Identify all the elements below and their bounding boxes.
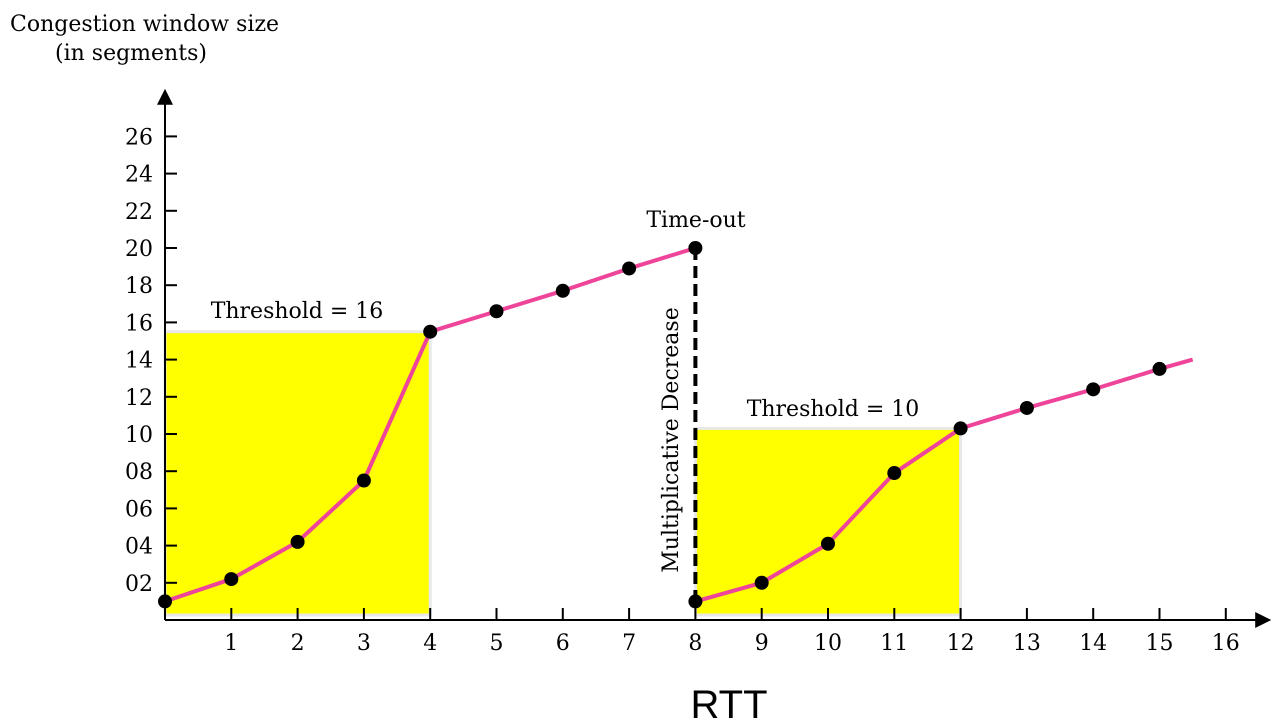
data-points — [158, 241, 1167, 609]
data-point — [688, 241, 703, 255]
data-point — [158, 594, 172, 609]
y-tick-label: 06 — [125, 497, 153, 522]
x-tick-label: 10 — [814, 631, 842, 656]
data-point — [555, 283, 570, 298]
data-point — [290, 534, 305, 549]
x-tick-label: 5 — [490, 631, 504, 656]
timeout-label: Time-out — [646, 208, 745, 233]
x-tick-label: 4 — [423, 631, 437, 656]
threshold-region-0 — [163, 330, 432, 617]
data-point — [622, 261, 637, 276]
data-point — [423, 324, 438, 339]
y-tick-label: 14 — [125, 349, 153, 374]
data-point — [688, 594, 703, 609]
x-tick-label: 13 — [1013, 631, 1041, 656]
x-ticks: 1 2 3 4 5 6 7 8 9 10 11 12 13 14 15 16 — [224, 608, 1240, 656]
threshold-label-10: Threshold = 10 — [747, 397, 920, 422]
x-tick-label: 3 — [357, 631, 371, 656]
x-tick-label: 7 — [622, 631, 636, 656]
y-tick-label: 26 — [125, 125, 153, 150]
threshold-regions — [163, 330, 963, 617]
multiplicative-decrease-label: Multiplicative Decrease — [659, 307, 684, 572]
data-point — [953, 421, 968, 436]
data-point — [489, 304, 504, 319]
y-tick-label: 02 — [125, 572, 153, 597]
data-point — [754, 575, 769, 590]
x-tick-label: 8 — [688, 631, 702, 656]
x-tick-label: 9 — [755, 631, 769, 656]
data-point — [356, 473, 371, 488]
data-point — [224, 572, 239, 587]
x-axis-label: RTT — [690, 683, 767, 724]
y-tick-label: 18 — [125, 274, 153, 299]
x-tick-label: 11 — [880, 631, 908, 656]
y-tick-label: 22 — [125, 200, 153, 225]
y-tick-label: 10 — [125, 423, 153, 448]
y-tick-label: 24 — [125, 163, 153, 188]
data-point — [821, 536, 835, 551]
data-point — [1019, 400, 1034, 415]
x-tick-label: 16 — [1212, 631, 1240, 656]
y-tick-label: 04 — [125, 535, 153, 560]
y-tick-label: 20 — [125, 237, 153, 262]
y-axis-label-line2: (in segments) — [55, 41, 207, 66]
data-point — [887, 466, 902, 481]
y-tick-label: 08 — [125, 460, 153, 485]
x-tick-label: 6 — [556, 631, 570, 656]
y-axis-title: Congestion window size (in segments) — [10, 12, 279, 66]
y-axis-label-line1: Congestion window size — [10, 12, 279, 37]
x-tick-label: 15 — [1146, 631, 1174, 656]
x-tick-label: 1 — [224, 631, 238, 656]
x-tick-label: 12 — [947, 631, 975, 656]
y-tick-label: 12 — [125, 386, 153, 411]
threshold-label-16: Threshold = 16 — [211, 299, 384, 324]
data-point — [1086, 382, 1101, 397]
y-ticks: 02 04 06 08 10 12 14 16 18 20 22 24 26 — [125, 125, 177, 597]
x-tick-label: 14 — [1079, 631, 1107, 656]
x-tick-label: 2 — [291, 631, 305, 656]
axes — [157, 88, 1272, 628]
y-tick-label: 16 — [125, 311, 153, 336]
data-point — [1152, 361, 1167, 376]
